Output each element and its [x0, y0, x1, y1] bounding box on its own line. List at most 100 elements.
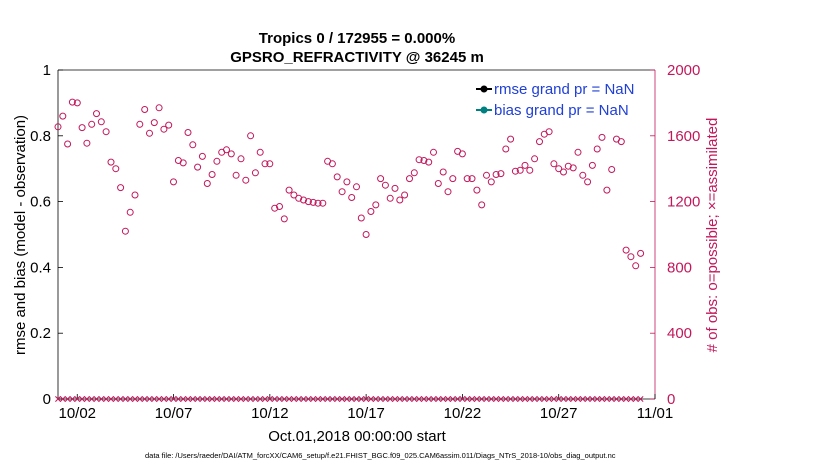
possible-obs-point: [203, 180, 211, 187]
assimilated-obs-point: [613, 396, 620, 402]
assimilated-obs-point: [69, 396, 76, 402]
assimilated-x-stroke: [454, 396, 461, 402]
assimilated-obs-point: [488, 396, 495, 402]
assimilated-obs-point: [286, 396, 293, 402]
assimilated-x-stroke: [632, 396, 639, 402]
possible-obs-point: [112, 165, 120, 173]
assimilated-obs-point: [257, 396, 264, 402]
assimilated-obs-point: [233, 396, 240, 402]
assimilated-x-stroke: [348, 396, 355, 402]
assimilated-obs-point: [353, 396, 360, 402]
assimilated-obs-point: [608, 396, 615, 402]
assimilated-x-stroke: [464, 396, 471, 402]
assimilated-markers: [55, 396, 644, 402]
assimilated-x-stroke: [88, 396, 95, 402]
possible-obs-point: [150, 119, 158, 127]
assimilated-obs-point: [483, 396, 490, 402]
assimilated-x-stroke: [526, 396, 533, 402]
assimilated-obs-point: [305, 396, 312, 402]
possible-obs-point: [531, 155, 539, 163]
plot-frame: [57, 69, 656, 400]
assimilated-obs-point: [132, 396, 138, 402]
assimilated-x-stroke: [122, 396, 129, 402]
assimilated-obs-point: [396, 396, 403, 402]
possible-obs-point: [367, 208, 375, 215]
possible-obs-point: [386, 194, 394, 202]
assimilated-x-stroke: [252, 396, 259, 402]
right-axis-ticks: 0 400 800 1200 1600 2000: [650, 62, 700, 408]
legend-bias-label: bias grand pr = NaN: [494, 102, 629, 119]
possible-obs-point: [425, 158, 433, 166]
assimilated-x-stroke: [459, 396, 466, 402]
assimilated-x-stroke: [570, 396, 577, 402]
possible-obs-point: [579, 171, 587, 179]
possible-obs-point: [598, 133, 606, 141]
assimilated-obs-point: [199, 396, 206, 402]
assimilated-x-stroke: [367, 396, 374, 402]
assimilated-obs-point: [536, 396, 543, 402]
possible-obs-point: [107, 158, 115, 166]
x-tick-label: 10/27: [540, 405, 578, 422]
assimilated-obs-point: [324, 396, 331, 402]
legend-rmse-marker: [480, 85, 488, 93]
assimilated-obs-point: [146, 396, 153, 402]
assimilated-x-stroke: [132, 396, 138, 402]
assimilated-obs-point: [204, 396, 211, 402]
possible-obs-point: [328, 160, 336, 168]
assimilated-x-stroke: [618, 396, 625, 402]
assimilated-obs-point: [478, 396, 485, 402]
assimilated-obs-point: [560, 396, 567, 402]
possible-obs-point: [637, 249, 645, 257]
assimilated-x-stroke: [555, 396, 562, 402]
possible-obs-point: [271, 204, 279, 212]
assimilated-x-stroke: [589, 396, 596, 402]
assimilated-obs-point: [334, 396, 341, 402]
possible-obs-point: [141, 106, 149, 113]
assimilated-obs-point: [218, 396, 225, 402]
assimilated-obs-point: [637, 396, 644, 402]
assimilated-x-stroke: [565, 396, 572, 402]
possible-obs-point: [165, 121, 173, 129]
possible-obs-point: [251, 169, 259, 177]
assimilated-x-stroke: [497, 396, 504, 402]
assimilated-x-stroke: [411, 396, 418, 402]
possible-obs-point: [223, 146, 230, 154]
possible-obs-point: [227, 150, 235, 158]
assimilated-x-stroke: [59, 396, 66, 402]
assimilated-x-stroke: [560, 396, 567, 402]
possible-obs-point: [608, 166, 616, 173]
possible-obs-point: [102, 128, 110, 136]
assimilated-x-stroke: [290, 396, 297, 402]
assimilated-x-stroke: [541, 396, 548, 402]
possible-obs-point: [550, 160, 558, 168]
assimilated-x-stroke: [603, 396, 610, 402]
left-tick-label: 0: [43, 391, 51, 408]
assimilated-x-stroke: [478, 396, 485, 402]
possible-obs-point: [290, 191, 298, 199]
assimilated-obs-point: [170, 396, 177, 402]
assimilated-obs-point: [185, 396, 191, 402]
possible-obs-point: [295, 194, 303, 202]
possible-obs-point: [333, 173, 341, 181]
assimilated-obs-point: [160, 396, 167, 402]
assimilated-obs-point: [392, 396, 398, 402]
legend: rmse grand pr = NaN bias grand pr = NaN: [470, 77, 642, 119]
possible-obs-point: [256, 148, 264, 156]
possible-obs-point: [473, 186, 481, 194]
left-tick-label: 0.6: [30, 194, 51, 211]
assimilated-x-stroke: [151, 396, 158, 402]
assimilated-obs-point: [445, 396, 451, 402]
x-tick-label: 10/22: [444, 405, 482, 422]
assimilated-x-stroke: [93, 396, 100, 402]
assimilated-x-stroke: [310, 396, 317, 402]
possible-obs-point: [449, 175, 457, 183]
right-tick-label: 0: [667, 391, 675, 408]
assimilated-x-stroke: [233, 396, 240, 402]
assimilated-obs-point: [189, 396, 196, 402]
assimilated-x-stroke: [319, 396, 326, 402]
possible-obs-point: [430, 148, 437, 156]
assimilated-obs-point: [343, 396, 350, 402]
assimilated-x-stroke: [281, 396, 288, 402]
assimilated-x-stroke: [363, 396, 370, 402]
possible-obs-point: [348, 194, 356, 201]
